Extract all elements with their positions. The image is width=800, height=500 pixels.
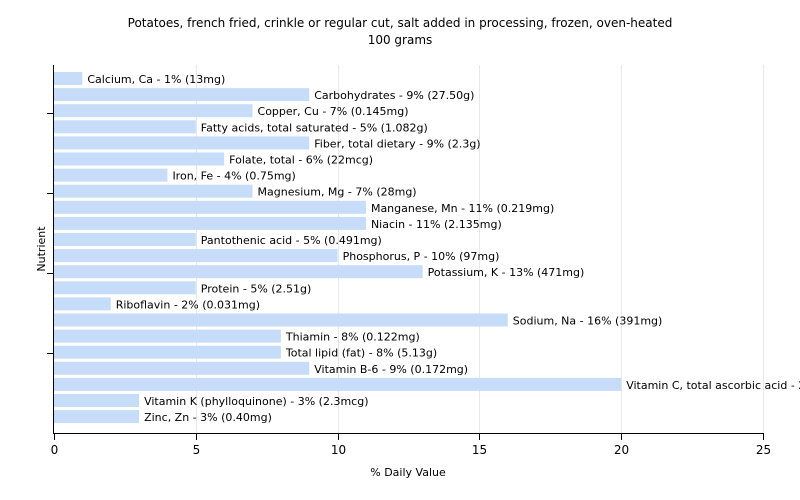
bar [54, 72, 83, 85]
bar [54, 249, 338, 263]
bar [54, 329, 281, 343]
bar-label: Thiamin - 8% (0.122mg) [285, 331, 420, 344]
x-tick-label: 0 [51, 443, 59, 457]
x-ticks: 0 5 10 15 20 25 [51, 434, 771, 457]
bar-label: Fiber, total dietary - 9% (2.3g) [314, 137, 480, 150]
bar [54, 200, 366, 214]
axes [47, 65, 764, 434]
bar [54, 377, 622, 391]
bar [54, 281, 196, 295]
bar-label: Calcium, Ca - 1% (13mg) [87, 73, 225, 86]
bar-label: Folate, total - 6% (22mcg) [229, 154, 373, 167]
bar-label: Vitamin K (phylloquinone) - 3% (2.3mcg) [144, 395, 368, 408]
bar-label: Niacin - 11% (2.135mg) [371, 218, 502, 231]
bar-label: Fatty acids, total saturated - 5% (1.082… [201, 121, 428, 134]
chart-subtitle: 100 grams [368, 33, 433, 47]
bar-label: Potassium, K - 13% (471mg) [428, 266, 585, 279]
bar-label: Vitamin B-6 - 9% (0.172mg) [314, 363, 468, 376]
x-tick-label: 10 [331, 443, 346, 457]
bar [54, 345, 281, 359]
bar-label: Manganese, Mn - 11% (0.219mg) [371, 202, 554, 215]
bar-label: Zinc, Zn - 3% (0.40mg) [144, 411, 272, 424]
bar [54, 297, 111, 311]
bar-label: Riboflavin - 2% (0.031mg) [116, 298, 260, 311]
chart-title: Potatoes, french fried, crinkle or regul… [128, 16, 673, 30]
bar [54, 184, 253, 198]
bar [54, 88, 310, 102]
bar [54, 361, 310, 375]
bar [54, 394, 140, 407]
bar-label: Vitamin C, total ascorbic acid - 20% (11… [626, 379, 800, 392]
bar-label: Sodium, Na - 16% (391mg) [513, 315, 663, 328]
bar [54, 216, 366, 230]
x-tick-label: 15 [472, 443, 487, 457]
bar-label: Total lipid (fat) - 8% (5.13g) [285, 347, 437, 360]
bar [54, 136, 310, 150]
bar-label: Carbohydrates - 9% (27.50g) [314, 89, 474, 102]
bar-label: Magnesium, Mg - 7% (28mg) [258, 186, 417, 199]
bar-label: Iron, Fe - 4% (0.75mg) [172, 170, 295, 183]
bar [54, 152, 225, 166]
x-tick-label: 20 [614, 443, 629, 457]
bar [54, 265, 423, 279]
y-axis-label: Nutrient [35, 226, 48, 272]
bar-label: Phosphorus, P - 10% (97mg) [343, 250, 500, 263]
bar [54, 104, 253, 118]
bar [54, 410, 140, 424]
bar [54, 233, 196, 246]
bar [54, 313, 508, 327]
bar-label: Protein - 5% (2.51g) [201, 282, 312, 295]
x-axis-label: % Daily Value [370, 466, 446, 479]
bar-label: Pantothenic acid - 5% (0.491mg) [201, 234, 382, 247]
x-tick-label: 25 [756, 443, 771, 457]
bar [54, 168, 168, 182]
bar [54, 120, 196, 134]
bars: Calcium, Ca - 1% (13mg) Carbohydrates - 9… [54, 72, 800, 424]
grid [196, 65, 764, 433]
x-tick-label: 5 [193, 443, 201, 457]
bar-label: Copper, Cu - 7% (0.145mg) [258, 105, 409, 118]
